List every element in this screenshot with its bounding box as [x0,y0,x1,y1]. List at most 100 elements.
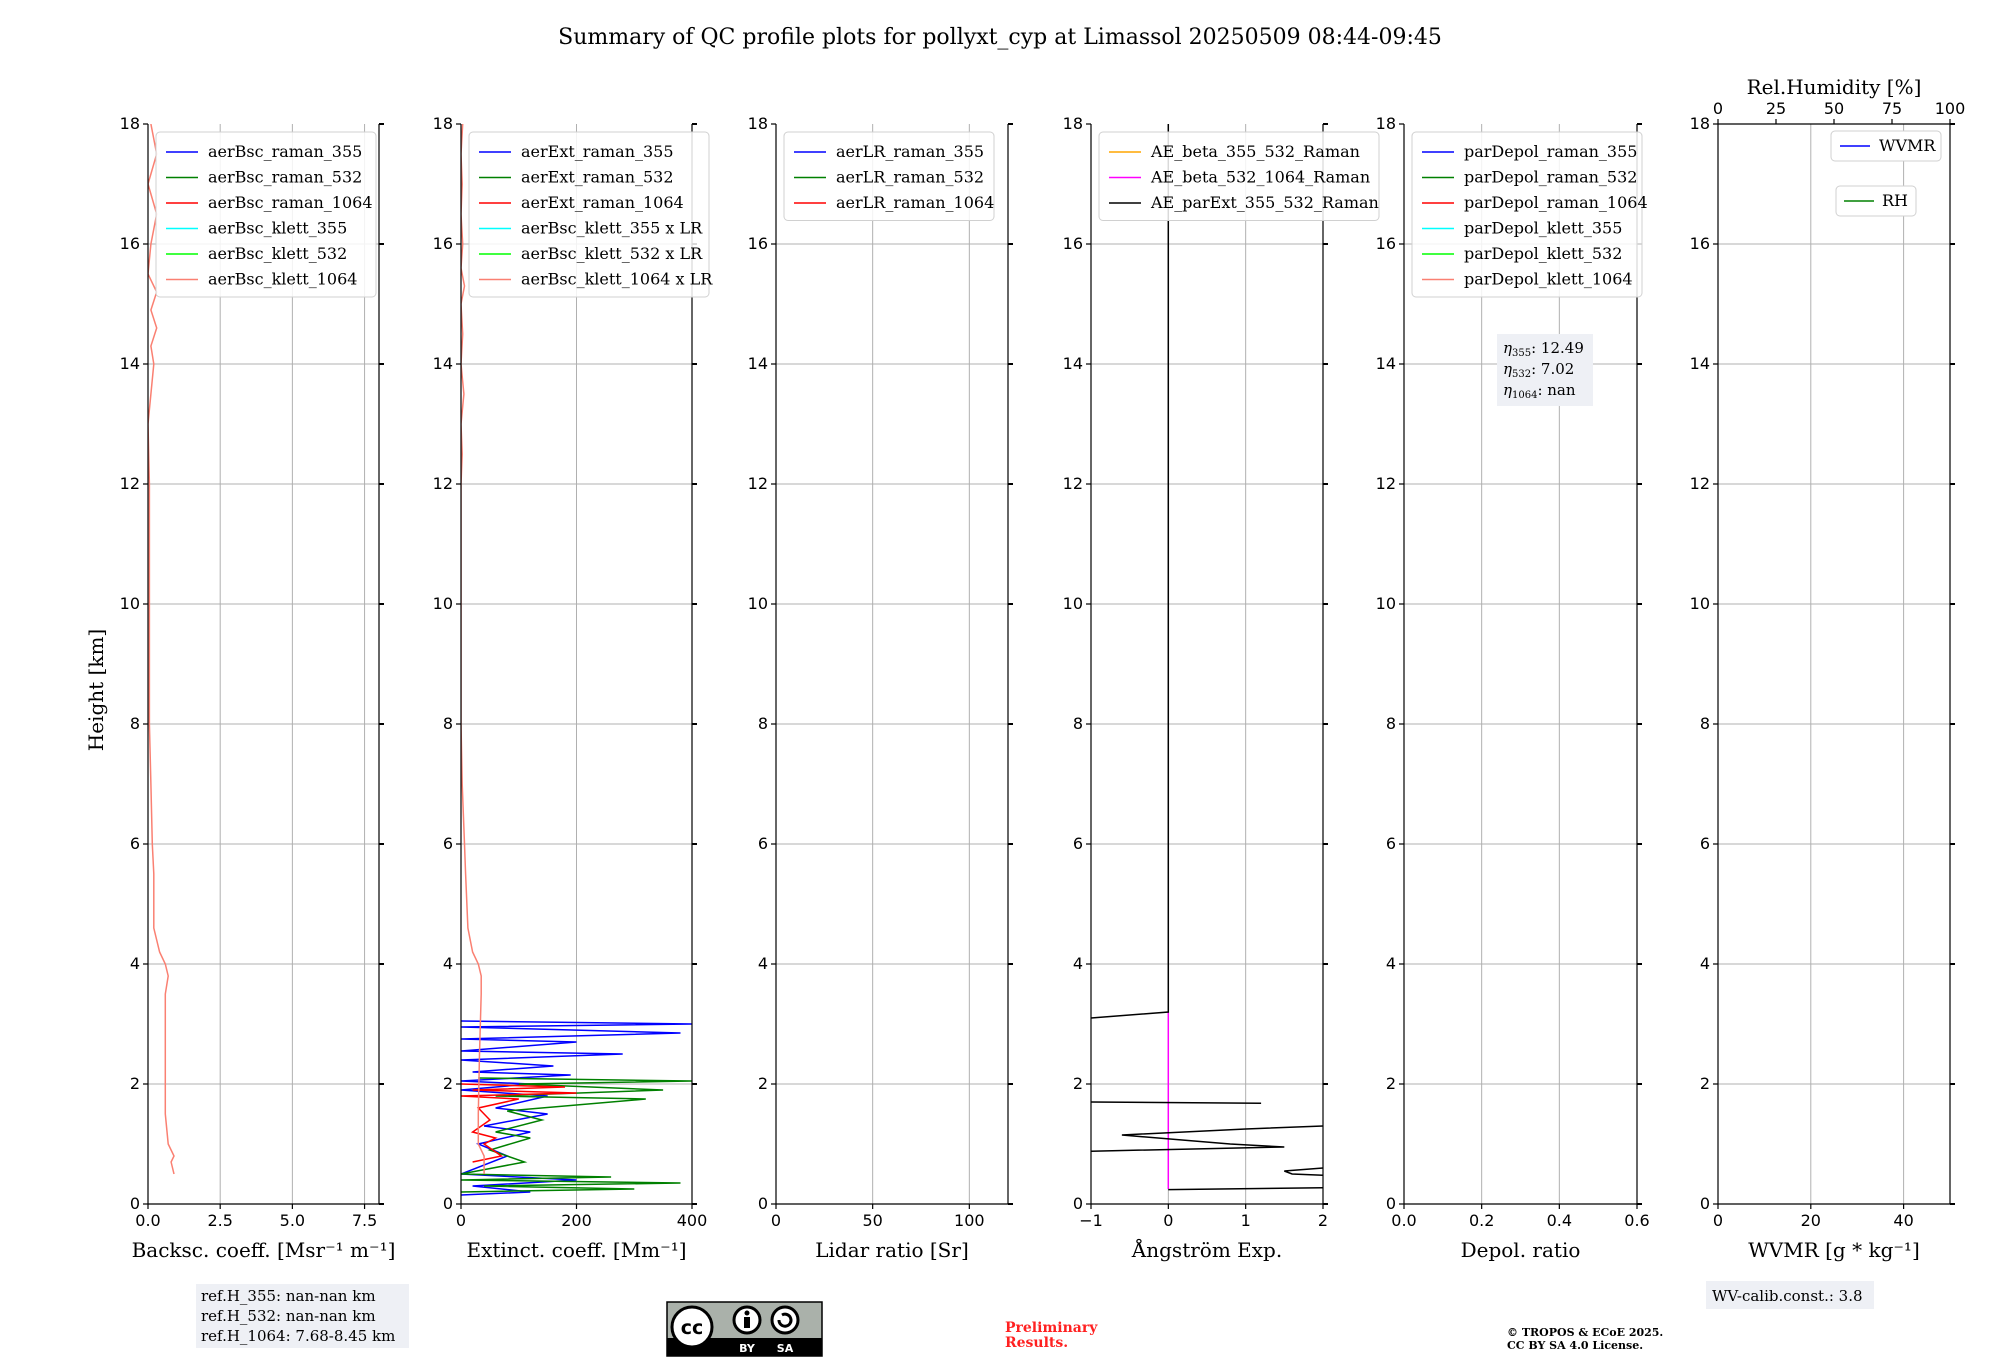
legend-entry: aerExt_raman_1064 [521,193,684,212]
eta-entry: η532: 7.02 [1503,360,1574,380]
y-tick-label: 16 [1376,234,1396,253]
legend-entry: aerExt_raman_532 [521,168,674,187]
y-axis-label: Height [km] [84,629,108,751]
y-tick-label: 4 [1700,954,1710,973]
y-tick-label: 14 [1690,354,1710,373]
y-tick-label: 16 [1690,234,1710,253]
x-tick-label: 5.0 [280,1211,305,1230]
legend-entry: aerBsc_raman_355 [208,142,362,161]
sa-label: SA [777,1342,794,1355]
legend-entry: aerLR_raman_1064 [836,193,994,212]
y-tick-label: 2 [758,1074,768,1093]
y-tick-label: 10 [1063,594,1083,613]
y-tick-label: 18 [120,114,140,133]
eta-value: : 12.49 [1531,339,1584,357]
wv-calib-note: WV-calib.const.: 3.8 [1712,1287,1863,1305]
y-tick-label: 2 [1700,1074,1710,1093]
x-tick-label: 0 [1163,1211,1173,1230]
legend-box [155,131,377,298]
panel-1: 0 2 4 6 8 10 12 14 16 18 0.0 2.5 5.0 7.5 Backsc. coeff… [120,114,409,1348]
y-tick-label: 10 [120,594,140,613]
y-tick-label: 4 [1073,954,1083,973]
y-tick-label: 14 [748,354,768,373]
y-tick-label: 8 [443,714,453,733]
eta-symbol: η [1503,381,1512,399]
y-tick-label: 14 [433,354,453,373]
x-axis-label: Depol. ratio [1461,1238,1581,1262]
y-tick-label: 18 [433,114,453,133]
y-tick-label: 16 [1063,234,1083,253]
y-tick-label: 16 [748,234,768,253]
top-tick-label: 75 [1882,99,1902,118]
legend: aerExt_raman_355 aerExt_raman_532 aerExt_r… [468,131,713,298]
x-tick-label: 0.4 [1547,1211,1572,1230]
y-tick-label: 4 [130,954,140,973]
y-tick-label: 0 [758,1194,768,1213]
top-tick-label: 50 [1824,99,1844,118]
legend-entry: aerLR_raman_355 [836,142,984,161]
note-background [196,1284,409,1348]
y-tick-label: 12 [120,474,140,493]
x-tick-label: 0.0 [135,1211,160,1230]
x-tick-label: 7.5 [352,1211,377,1230]
top-tick-label: 100 [1935,99,1966,118]
legend-box [1830,130,1942,162]
y-tick-label: 10 [1690,594,1710,613]
y-tick-label: 6 [443,834,453,853]
y-tick-label: 12 [1690,474,1710,493]
by-label: BY [739,1342,756,1355]
legend-entry: AE_beta_532_1064_Raman [1150,168,1370,187]
y-tick-label: 16 [120,234,140,253]
x-tick-label: 40 [1893,1211,1913,1230]
x-axis-label: Lidar ratio [Sr] [815,1238,969,1262]
x-tick-label: 0.6 [1624,1211,1649,1230]
legend-entry: WVMR [1879,136,1936,155]
y-tick-label: 6 [1700,834,1710,853]
series-line-2 [461,1077,692,1193]
legend: aerLR_raman_355 aerLR_raman_532 aerLR_rama… [783,131,995,221]
series-line-5 [1284,1167,1323,1176]
y-tick-label: 10 [433,594,453,613]
series-line-3 [1091,1101,1262,1104]
legend: AE_beta_355_532_Raman AE_beta_532_1064_Ra… [1098,131,1380,221]
y-tick-label: 6 [758,834,768,853]
x-tick-label: 0 [1713,1211,1723,1230]
y-tick-label: 2 [130,1074,140,1093]
y-tick-label: 4 [1386,954,1396,973]
legend-entry: aerBsc_klett_1064 x LR [521,270,713,289]
copyright-line-2: CC BY SA 4.0 License. [1507,1339,1643,1352]
reference-height-note: ref.H_355: nan-nan km [201,1287,376,1305]
legend-wvmr: WVMR [1830,130,1942,162]
eta-symbol: η [1503,360,1512,378]
y-tick-label: 6 [130,834,140,853]
y-tick-label: 8 [1073,714,1083,733]
reference-height-note: ref.H_532: nan-nan km [201,1307,376,1325]
x-tick-label: 100 [954,1211,985,1230]
panel-5: 0 2 4 6 8 10 12 14 16 18 0.0 0.2 0.4 0.6 Depol. ratio p… [1376,114,1650,1262]
y-tick-label: 18 [1063,114,1083,133]
y-tick-label: 12 [1063,474,1083,493]
series-line-4 [1091,1125,1323,1152]
y-tick-label: 2 [443,1074,453,1093]
y-tick-label: 8 [1386,714,1396,733]
legend-entry: parDepol_raman_532 [1464,168,1637,187]
eta-subscript: 532 [1512,369,1531,380]
x-axis-label: Ångström Exp. [1131,1237,1282,1262]
eta-value: : nan [1537,381,1575,399]
reference-height-note: ref.H_1064: 7.68-8.45 km [201,1327,395,1345]
copyright-line-1: © TROPOS & ECoE 2025. [1507,1326,1663,1339]
legend-box [783,131,995,221]
legend-box [1835,185,1917,217]
rh-axis-label: Rel.Humidity [%] [1747,75,1922,99]
legend-box [1411,131,1643,298]
reference-height-box: ref.H_355: nan-nan km ref.H_532: nan-nan … [196,1284,409,1348]
legend-box [468,131,710,298]
y-tick-label: 4 [758,954,768,973]
y-tick-label: 2 [1386,1074,1396,1093]
y-tick-label: 2 [1073,1074,1083,1093]
cc-icon [670,1305,714,1349]
preliminary-line-2: Results. [1005,1335,1068,1351]
x-tick-label: 0 [456,1211,466,1230]
